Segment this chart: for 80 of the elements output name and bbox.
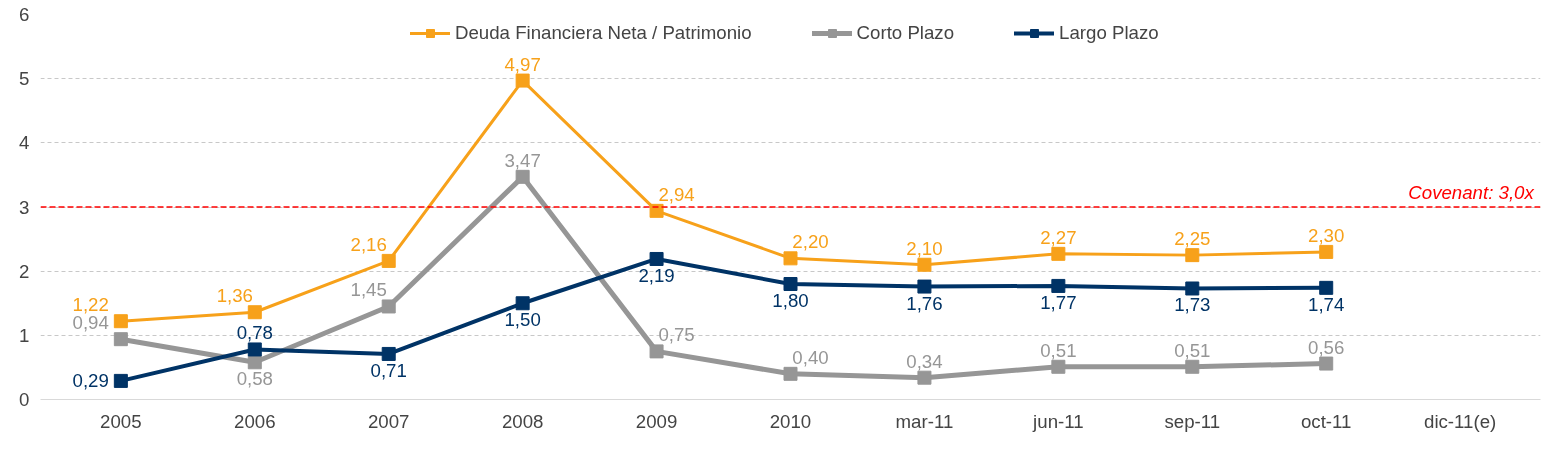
data-label: 2,25 [1174, 228, 1211, 250]
x-tick-label: 2010 [769, 410, 812, 432]
data-label: 1,45 [350, 279, 387, 301]
legend-label: Largo Plazo [1059, 22, 1159, 44]
point [783, 277, 798, 291]
x-tick-label: mar-11 [895, 410, 954, 432]
data-label: 2,30 [1308, 224, 1345, 246]
x-tick-label: oct-11 [1300, 410, 1352, 432]
x-tick-label: 2009 [635, 410, 678, 432]
point [1319, 356, 1334, 371]
point [649, 344, 664, 359]
data-label: 2,94 [658, 183, 695, 205]
point [917, 257, 932, 272]
data-label: 4,97 [504, 53, 541, 75]
point [381, 253, 396, 268]
point [381, 299, 396, 314]
point [1051, 246, 1066, 261]
data-label: 0,51 [1174, 339, 1211, 361]
data-label: 0,51 [1040, 339, 1077, 361]
data-label: 2,27 [1040, 226, 1077, 248]
data-label: 1,73 [1174, 294, 1211, 316]
point [247, 305, 262, 320]
point [1051, 359, 1066, 374]
point [1319, 244, 1334, 259]
data-label: 2,16 [350, 233, 387, 255]
point [515, 296, 530, 311]
data-label: 1,74 [1308, 293, 1345, 315]
y-tick-label: 1 [19, 324, 30, 346]
x-tick-label: 2007 [367, 410, 410, 432]
data-label: 1,76 [906, 292, 943, 314]
point [113, 332, 128, 347]
data-label: 2,19 [638, 264, 675, 286]
data-label: 2,20 [792, 231, 829, 253]
data-label: 1,22 [72, 294, 109, 316]
x-tick-label: 2006 [234, 410, 276, 432]
x-tick-label: jun-11 [1032, 410, 1084, 432]
x-tick-label: 2005 [100, 410, 142, 432]
ref-line-label: Covenant: 3,0x [1408, 182, 1535, 203]
data-label: 0,34 [906, 350, 943, 372]
x-tick-label: dic-11(e) [1424, 410, 1497, 432]
y-tick-label: 3 [19, 196, 30, 218]
legend-label: Corto Plazo [856, 22, 955, 44]
x-tick-label: sep-11 [1164, 410, 1221, 432]
point [1185, 281, 1200, 296]
point [381, 346, 396, 361]
y-tick-label: 2 [19, 260, 30, 282]
data-label: 0,58 [236, 368, 273, 390]
point [917, 279, 932, 294]
x-tick-label: 2008 [501, 410, 544, 432]
point [783, 366, 798, 381]
data-label: 0,75 [658, 324, 695, 346]
point [1185, 248, 1200, 263]
legend-label: Deuda Financiera Neta / Patrimonio [455, 22, 752, 44]
point [917, 370, 932, 385]
data-label: 0,29 [72, 370, 109, 392]
point [113, 373, 128, 388]
data-label: 1,77 [1040, 291, 1077, 313]
data-label: 0,56 [1308, 336, 1345, 358]
y-tick-label: 6 [19, 4, 30, 25]
point [1185, 359, 1200, 374]
data-label: 2,10 [906, 237, 943, 259]
data-label: 1,50 [504, 309, 541, 331]
data-label: 3,47 [504, 149, 541, 171]
point [515, 73, 530, 88]
data-label: 0,78 [236, 322, 273, 344]
y-tick-label: 4 [19, 132, 30, 154]
point [515, 169, 530, 184]
data-label: 1,36 [216, 285, 253, 307]
point [649, 251, 664, 266]
data-label: 0,40 [792, 346, 829, 368]
point [783, 251, 798, 266]
point [649, 203, 664, 218]
point [1051, 278, 1066, 293]
data-label: 0,71 [370, 359, 407, 381]
y-tick-label: 0 [19, 389, 30, 410]
data-label: 1,80 [772, 290, 809, 311]
point [1319, 280, 1334, 295]
point [113, 314, 128, 329]
point [247, 342, 262, 357]
y-tick-label: 5 [19, 68, 30, 90]
